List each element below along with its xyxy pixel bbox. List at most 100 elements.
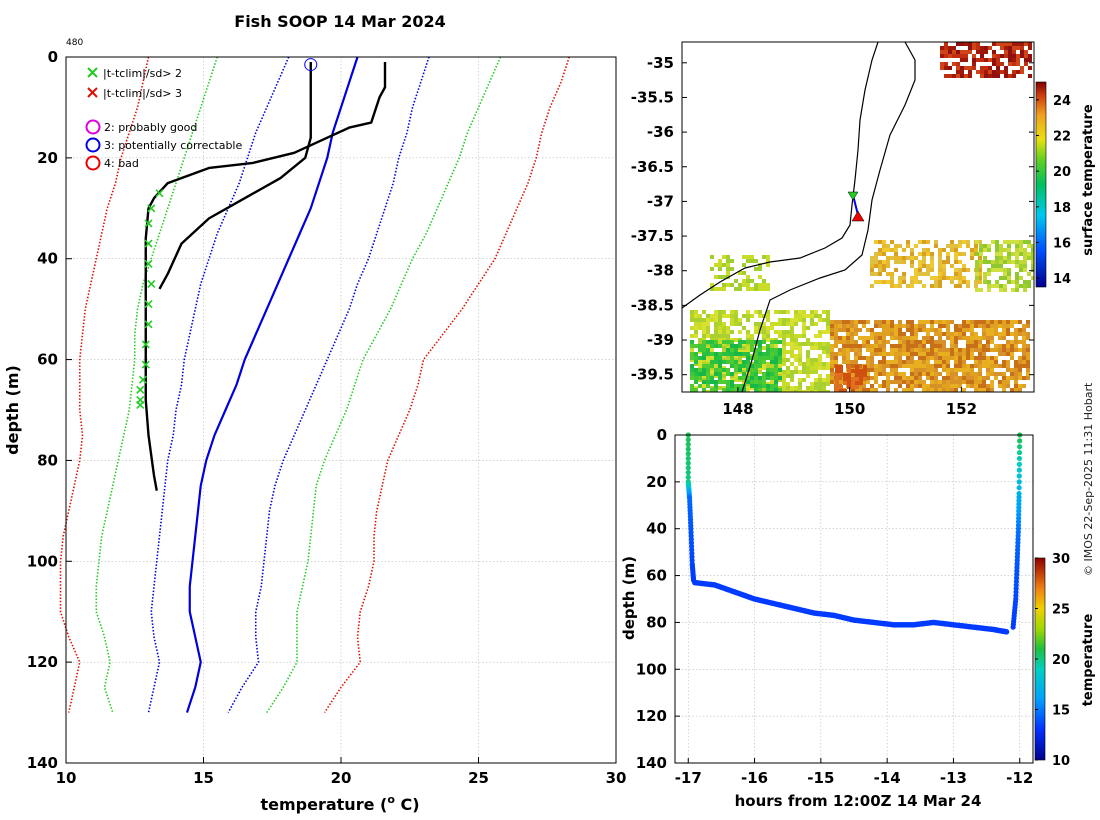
sst-pixel [866, 360, 870, 364]
sst-pixel [814, 378, 818, 382]
sst-pixel [988, 66, 992, 70]
sst-pixel [718, 275, 722, 279]
sst-pixel [694, 322, 698, 326]
sst-pixel [702, 348, 706, 352]
sst-pixel [702, 310, 706, 314]
sst-pixel [974, 332, 978, 336]
sst-pixel [710, 352, 714, 356]
sst-pixel [894, 256, 898, 260]
sst-pixel [990, 340, 994, 344]
sst-pixel [818, 346, 822, 350]
sst-pixel [854, 324, 858, 328]
sst-pixel [975, 240, 979, 244]
sst-pixel [964, 54, 968, 58]
sst-pixel [854, 340, 858, 344]
sst-pixel [987, 244, 991, 248]
sst-pixel [818, 382, 822, 386]
sst-pixel [1023, 288, 1027, 292]
sst-pixel [966, 380, 970, 384]
sst-pixel [814, 394, 818, 398]
sst-pixel [918, 384, 922, 388]
sst-pixel [746, 346, 750, 350]
sst-pixel [934, 384, 938, 388]
sst-pixel [996, 70, 1000, 74]
sst-pixel [938, 248, 942, 252]
sst-pixel [778, 394, 782, 398]
sst-pixel [766, 368, 770, 372]
sst-pixel [946, 260, 950, 264]
sst-pixel [742, 364, 746, 368]
sst-pixel [942, 332, 946, 336]
sst-pixel [842, 320, 846, 324]
sst-pixel [714, 352, 718, 356]
sst-pixel [960, 70, 964, 74]
sst-pixel [1027, 280, 1031, 284]
sst-pixel [855, 377, 859, 381]
sst-pixel [910, 256, 914, 260]
sst-pixel [926, 368, 930, 372]
sst-pixel [730, 330, 734, 334]
sst-pixel [910, 348, 914, 352]
sst-pixel [1012, 58, 1016, 62]
sst-pixel [946, 356, 950, 360]
sst-pixel [822, 310, 826, 314]
sst-pixel [1002, 328, 1006, 332]
sst-pixel [1016, 58, 1020, 62]
sst-pixel [754, 356, 758, 360]
sst-pixel [750, 340, 754, 344]
sst-pixel [730, 388, 734, 392]
sst-pixel [698, 338, 702, 342]
sst-pixel [730, 322, 734, 326]
sst-pixel [818, 386, 822, 390]
sst-colorbar-label: surface temperature [1081, 104, 1096, 256]
sst-pixel [758, 322, 762, 326]
sst-pixel [894, 252, 898, 256]
sst-pixel [986, 368, 990, 372]
sst-pixel [814, 358, 818, 362]
sst-pixel [847, 365, 851, 369]
sst-pixel [966, 384, 970, 388]
sst-pixel [966, 328, 970, 332]
sst-pixel [750, 368, 754, 372]
flag-circle [304, 58, 318, 72]
sst-pixel [938, 360, 942, 364]
sst-pixel [968, 50, 972, 54]
sst-pixel [1018, 372, 1022, 376]
sst-pixel [946, 244, 950, 248]
sst-pixel [1004, 74, 1008, 78]
sst-pixel [802, 362, 806, 366]
sst-pixel [926, 320, 930, 324]
sst-pixel [906, 388, 910, 392]
sst-pixel [950, 352, 954, 356]
sst-pixel [934, 368, 938, 372]
sst-pixel [890, 336, 894, 340]
sst-pixel [970, 356, 974, 360]
temp-point [1016, 479, 1022, 485]
x-tick-label: -15 [807, 769, 834, 787]
sst-pixel [978, 372, 982, 376]
sst-pixel [954, 256, 958, 260]
sst-pixel [979, 248, 983, 252]
sst-pixel [882, 348, 886, 352]
sst-pixel [858, 336, 862, 340]
x-tick-label: -12 [1006, 769, 1033, 787]
sst-pixel [890, 332, 894, 336]
sst-pixel [986, 332, 990, 336]
sst-pixel [722, 368, 726, 372]
sst-pixel [802, 394, 806, 398]
sst-pixel [894, 244, 898, 248]
sst-pixel [762, 356, 766, 360]
sst-pixel [830, 364, 834, 368]
sst-pixel [734, 378, 738, 382]
sst-pixel [694, 318, 698, 322]
sst-pixel [870, 264, 874, 268]
sst-pixel [758, 348, 762, 352]
sst-pixel [914, 372, 918, 376]
sst-pixel [1019, 276, 1023, 280]
sst-pixel [958, 368, 962, 372]
sst-pixel [882, 360, 886, 364]
sst-pixel [922, 328, 926, 332]
sst-pixel [750, 314, 754, 318]
sst-pixel [726, 360, 730, 364]
sst-pixel [826, 330, 830, 334]
